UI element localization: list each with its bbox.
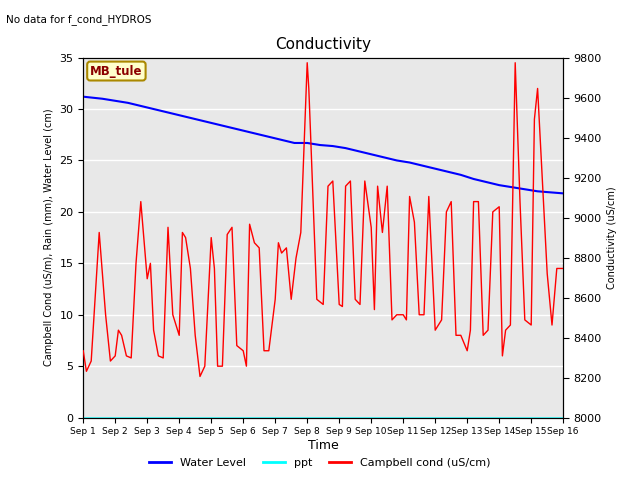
Text: MB_tule: MB_tule [90, 64, 143, 78]
Legend: Water Level, ppt, Campbell cond (uS/cm): Water Level, ppt, Campbell cond (uS/cm) [145, 453, 495, 472]
X-axis label: Time: Time [308, 439, 339, 452]
Y-axis label: Campbell Cond (uS/m), Rain (mm), Water Level (cm): Campbell Cond (uS/m), Rain (mm), Water L… [44, 109, 54, 366]
Title: Conductivity: Conductivity [275, 37, 371, 52]
Text: No data for f_cond_HYDROS: No data for f_cond_HYDROS [6, 14, 152, 25]
Y-axis label: Conductivity (uS/cm): Conductivity (uS/cm) [607, 186, 618, 289]
